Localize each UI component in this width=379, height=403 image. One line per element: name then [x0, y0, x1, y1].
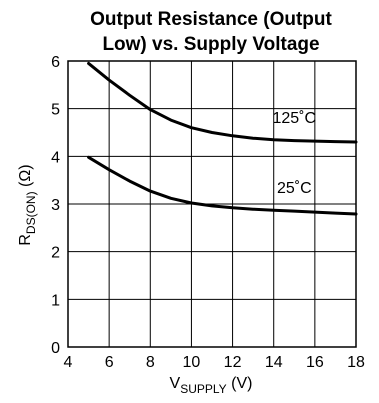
series-line-1 — [87, 155, 358, 216]
x-tick-label-14: 14 — [265, 354, 283, 371]
y-axis-label-main: R — [17, 234, 34, 246]
y-tick-label-0: 0 — [51, 340, 60, 357]
x-tick-label-10: 10 — [183, 354, 201, 371]
x-axis-label: VSUPPLY (V) — [170, 375, 253, 396]
y-tick-label-4: 4 — [51, 149, 60, 166]
y-tick-label-1: 1 — [51, 292, 60, 309]
y-axis-label-sub: DS(ON) — [24, 191, 38, 234]
y-tick-label-6: 6 — [51, 54, 60, 71]
x-axis-label-main: V — [170, 375, 181, 392]
x-tick-label-12: 12 — [224, 354, 242, 371]
series-labels: 125˚C 25˚C — [272, 110, 316, 197]
x-tick-label-8: 8 — [146, 354, 155, 371]
y-tick-label-5: 5 — [51, 102, 60, 119]
x-tick-label-6: 6 — [105, 354, 114, 371]
y-tick-label-2: 2 — [51, 245, 60, 262]
series-line-0 — [87, 61, 358, 144]
chart-title-line2: Low) vs. Supply Voltage — [102, 34, 319, 55]
x-tick-label-16: 16 — [306, 354, 324, 371]
grid-lines — [67, 60, 357, 348]
y-axis-label-unit: (Ω) — [17, 164, 34, 191]
series-label-0: 125˚C — [272, 110, 316, 127]
series-lines — [87, 61, 358, 216]
y-tick-label-3: 3 — [51, 197, 60, 214]
x-tick-label-4: 4 — [64, 354, 73, 371]
series-label-1: 25˚C — [277, 180, 312, 197]
chart-title-line1: Output Resistance (Output — [90, 9, 332, 30]
plot-frame — [67, 60, 357, 348]
x-tick-label-18: 18 — [347, 354, 365, 371]
x-axis-label-unit: (V) — [227, 375, 253, 392]
x-axis-label-sub: SUPPLY — [180, 382, 226, 396]
y-axis-label: RDS(ON) (Ω) — [17, 164, 38, 245]
